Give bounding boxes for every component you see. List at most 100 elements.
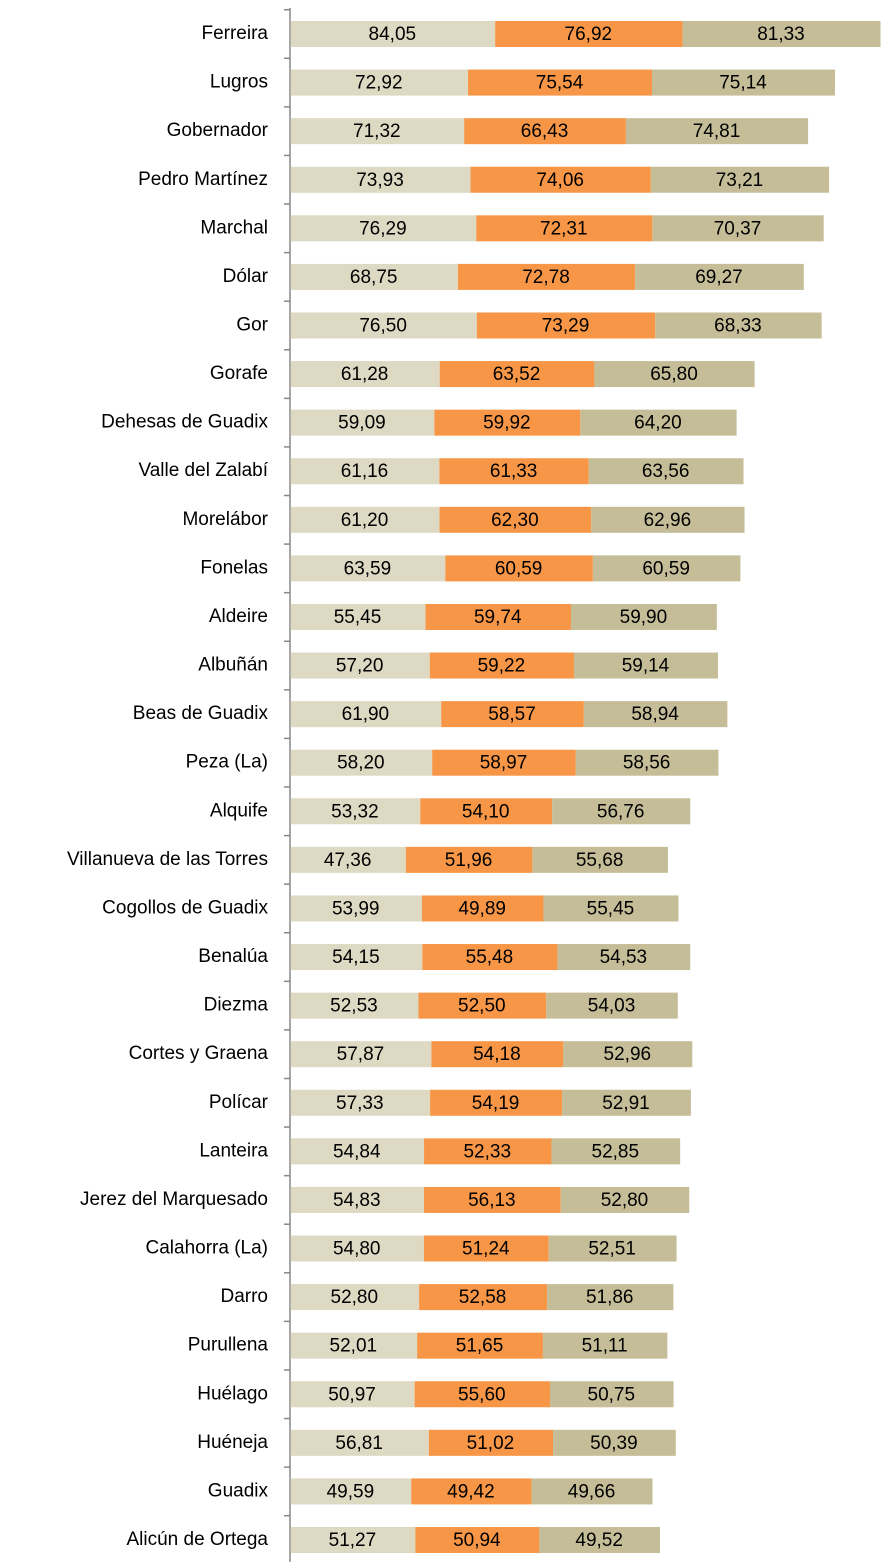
bar-segment <box>422 944 558 971</box>
value-label: 50,94 <box>453 1530 501 1551</box>
category-label: Cortes y Graena <box>129 1043 269 1064</box>
bar-segment <box>290 555 446 582</box>
bar-segment <box>290 846 406 873</box>
category-label: Alicún de Ortega <box>126 1529 268 1550</box>
value-label: 68,75 <box>350 267 398 288</box>
bar-segment <box>594 361 755 388</box>
value-label: 57,33 <box>336 1093 384 1114</box>
value-label: 59,14 <box>622 656 670 677</box>
value-label: 54,03 <box>588 996 636 1017</box>
bar-segment <box>563 1041 693 1068</box>
bar-segment <box>439 506 592 533</box>
value-label: 73,29 <box>542 315 590 336</box>
bar-segment <box>650 166 830 193</box>
category-label: Albuñán <box>198 655 268 676</box>
bar-segment <box>560 1186 690 1213</box>
value-label: 54,83 <box>333 1190 381 1211</box>
value-label: 59,09 <box>338 413 386 434</box>
value-label: 51,02 <box>467 1433 515 1454</box>
bar-segment <box>290 1332 418 1359</box>
value-label: 49,89 <box>458 898 506 919</box>
value-label: 59,90 <box>620 607 668 628</box>
value-label: 54,18 <box>473 1044 521 1065</box>
value-label: 55,60 <box>458 1384 506 1405</box>
bar-segment <box>583 701 728 728</box>
bar-segment <box>625 118 809 145</box>
bar-segment <box>290 458 440 485</box>
category-label: Darro <box>220 1286 268 1307</box>
value-label: 61,20 <box>341 510 389 531</box>
value-label: 51,24 <box>462 1239 510 1260</box>
value-label: 75,54 <box>536 73 584 94</box>
bar-segment <box>652 215 824 242</box>
bar-segment <box>428 1429 554 1456</box>
bar-segment <box>532 846 668 873</box>
bar-segment <box>551 1138 681 1165</box>
bar-segment <box>651 69 835 96</box>
bar-segment <box>682 21 881 47</box>
bar-segment <box>464 118 626 145</box>
bar-segment <box>290 603 426 630</box>
value-label: 74,06 <box>536 170 584 191</box>
value-label: 58,20 <box>337 753 385 774</box>
value-label: 49,42 <box>447 1481 495 1502</box>
bar-segment <box>434 409 581 436</box>
value-label: 55,45 <box>334 607 382 628</box>
value-label: 55,45 <box>587 898 635 919</box>
bar-segment <box>575 749 719 776</box>
value-label: 75,14 <box>719 73 767 94</box>
value-label: 53,32 <box>331 801 379 822</box>
bar-segment <box>290 1381 415 1408</box>
value-label: 52,91 <box>602 1093 650 1114</box>
bar-segment <box>290 69 469 96</box>
bar-segment <box>655 312 822 339</box>
value-label: 63,56 <box>642 461 690 482</box>
bar-segment <box>415 1527 540 1553</box>
bar-segment <box>588 458 744 485</box>
bar-segment <box>429 652 574 679</box>
value-label: 72,92 <box>355 73 403 94</box>
bar-segment <box>290 1527 416 1553</box>
bar-segment <box>591 506 745 533</box>
value-label: 76,50 <box>359 315 407 336</box>
category-label: Guadix <box>208 1480 269 1501</box>
value-label: 50,39 <box>590 1433 638 1454</box>
value-label: 54,53 <box>600 947 648 968</box>
value-label: 52,96 <box>604 1044 652 1065</box>
value-label: 54,84 <box>333 1141 381 1162</box>
bar-segment <box>441 701 584 728</box>
bar-segment <box>445 555 593 582</box>
bar-segment <box>290 992 419 1019</box>
bar-segment <box>290 1429 429 1456</box>
value-label: 61,33 <box>490 461 538 482</box>
bar-segment <box>552 798 691 825</box>
value-label: 56,76 <box>597 801 645 822</box>
value-label: 52,85 <box>592 1141 640 1162</box>
bar-segment <box>290 409 435 436</box>
category-label: Lugros <box>210 72 268 93</box>
value-label: 59,22 <box>478 656 526 677</box>
bar-segment <box>439 458 589 485</box>
category-label: Marchal <box>200 217 268 238</box>
bar-segment <box>439 361 595 388</box>
bar-segment <box>570 603 717 630</box>
bar-segment <box>547 1284 674 1311</box>
value-label: 49,52 <box>575 1530 623 1551</box>
value-label: 59,74 <box>474 607 522 628</box>
bar-segment <box>290 1186 425 1213</box>
value-label: 56,13 <box>468 1190 516 1211</box>
value-label: 68,33 <box>714 315 762 336</box>
value-label: 51,96 <box>445 850 493 871</box>
value-label: 58,56 <box>623 753 671 774</box>
bar-segment <box>290 749 433 776</box>
category-label: Benalúa <box>198 946 268 967</box>
category-label: Gobernador <box>167 120 269 141</box>
bar-segment <box>290 944 423 971</box>
category-label: Polícar <box>209 1092 269 1113</box>
value-label: 52,51 <box>588 1239 636 1260</box>
category-label: Gor <box>236 314 268 335</box>
category-label: Fonelas <box>200 557 268 578</box>
category-label: Aldeire <box>209 606 268 627</box>
value-label: 71,32 <box>353 121 401 142</box>
category-label: Villanueva de las Torres <box>67 849 268 870</box>
